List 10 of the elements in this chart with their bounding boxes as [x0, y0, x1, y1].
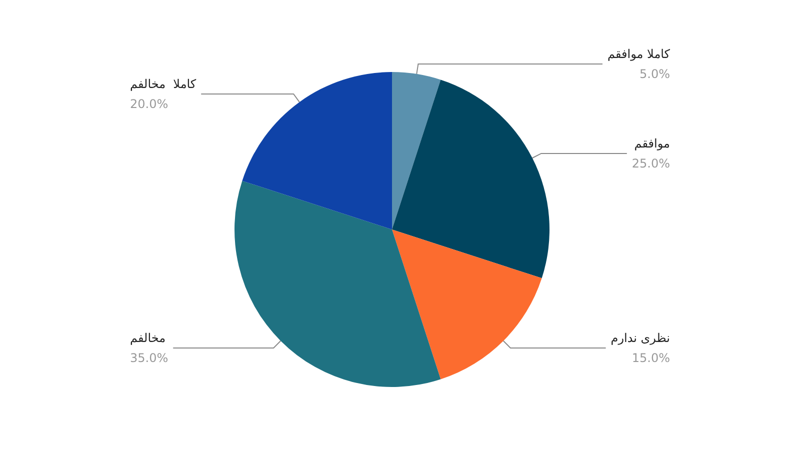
slice-label: کاملا موافقم [607, 47, 670, 62]
data-label: 5.0% [640, 67, 670, 82]
data-label: 25.0% [632, 156, 670, 170]
data-label: 20.0% [130, 96, 168, 111]
slice-label: مخالفم [130, 330, 166, 345]
data-label: 15.0% [632, 350, 670, 365]
data-label: 35.0% [130, 350, 168, 365]
slice-label: نظری ندارم [610, 330, 670, 345]
slice-label: موافقم [634, 136, 670, 150]
slice-label: کاملا مخالفم [130, 76, 196, 91]
